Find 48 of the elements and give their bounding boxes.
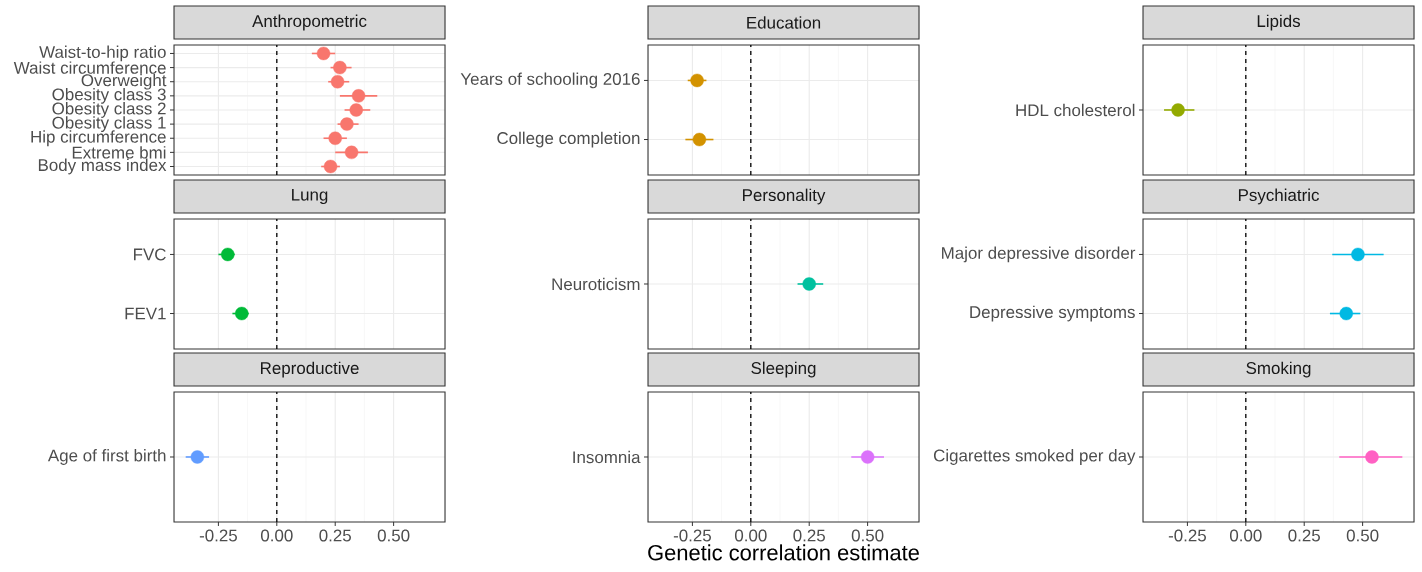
x-tick-label: 0.50: [377, 529, 410, 542]
point: [328, 131, 342, 145]
x-tick-label: 0.25: [319, 529, 351, 542]
x-tick-label: -0.25: [199, 529, 237, 542]
point: [349, 103, 363, 117]
chart-title: Reproductive: [261, 361, 359, 378]
chart-title: Psychiatric: [1238, 188, 1319, 205]
y-tick-label: Overweight: [81, 73, 167, 90]
point: [330, 75, 345, 89]
x-tick-label: -0.25: [1168, 529, 1206, 542]
point: [333, 60, 347, 75]
chart-title: Smoking: [1246, 361, 1311, 378]
x-tick-label: 0.25: [1288, 529, 1320, 542]
chart-title: Sleeping: [751, 361, 816, 378]
y-tick-label: FVC: [134, 248, 166, 261]
y-tick-label: Waist-to-hip ratio: [39, 45, 166, 62]
y-tick-label: Major depressive disorder: [942, 246, 1136, 263]
y-tick-label: Extreme bmi: [72, 146, 166, 159]
point: [323, 159, 338, 174]
chart-title: Education: [747, 16, 821, 29]
x-tick-label: 0.50: [1346, 529, 1379, 542]
y-tick-label: Age of first birth: [47, 449, 166, 465]
y-tick-label: Body mass index: [38, 158, 167, 175]
y-tick-label: Depressive symptoms: [970, 305, 1135, 322]
y-tick-label: Insomnia: [573, 450, 641, 464]
point: [344, 145, 359, 160]
x-axis-title: Genetic correlation estimate: [648, 544, 919, 561]
chart-title: Anthropometric: [252, 14, 367, 31]
x-tick-label: 0.50: [851, 529, 884, 542]
x-tick-label: 0.00: [734, 529, 767, 542]
point: [316, 46, 331, 61]
x-tick-label: 0.00: [1229, 529, 1262, 542]
y-tick-label: College completion: [497, 131, 640, 148]
y-tick-label: Hip circumference: [31, 130, 166, 147]
y-tick-label: HDL cholesterol: [1016, 103, 1135, 117]
point: [351, 89, 366, 103]
y-tick-label: Waist circumference: [13, 61, 166, 74]
x-tick-label: 0.25: [793, 529, 825, 542]
chart-title: Lung: [292, 188, 328, 205]
x-tick-label: 0.00: [260, 529, 293, 542]
y-tick-label: Years of schooling 2016: [460, 72, 640, 89]
chart-title: Personality: [743, 188, 826, 205]
y-tick-label: FEV1: [125, 307, 166, 320]
chart-title: Lipids: [1257, 14, 1301, 31]
x-tick-label: -0.25: [673, 529, 711, 542]
point: [340, 117, 354, 131]
y-tick-label: Neuroticism: [552, 277, 640, 291]
y-tick-label: Cigarettes smoked per day: [933, 449, 1136, 465]
